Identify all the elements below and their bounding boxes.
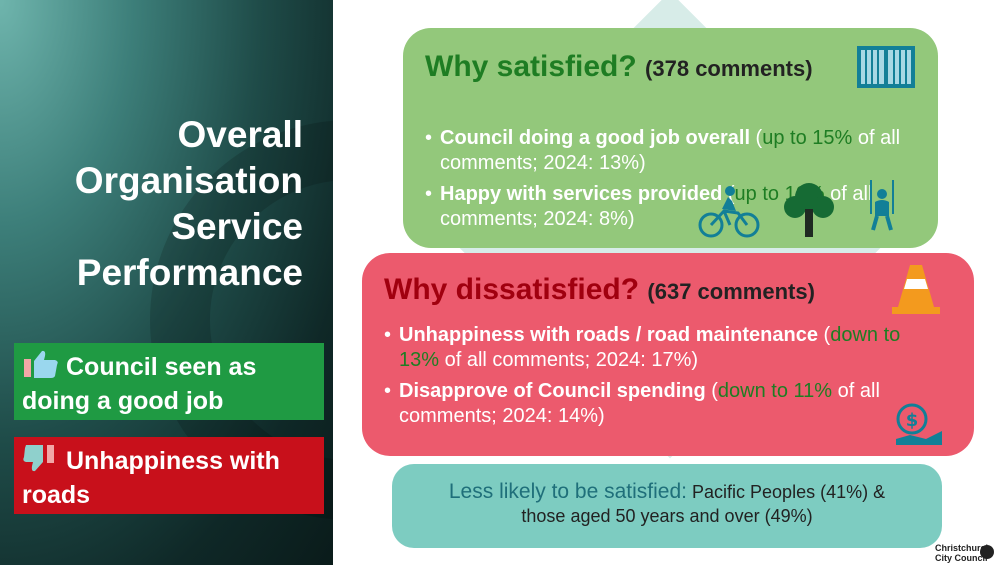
dissatisfied-list: Unhappiness with roads / road maintenanc… xyxy=(384,323,944,435)
book-icon xyxy=(857,46,915,88)
less-likely-text2: those aged 50 years and over (49%) xyxy=(521,506,813,526)
item-paren: ( xyxy=(817,324,831,346)
item-highlight: down to 11% xyxy=(717,380,833,402)
item-highlight: up to 15% xyxy=(762,127,853,149)
list-item: Disapprove of Council spending (down to … xyxy=(384,379,944,429)
cyclist-icon xyxy=(698,186,760,238)
item-rest: of all comments; 2024: 8%) xyxy=(440,183,873,230)
traffic-cone-icon xyxy=(892,265,940,314)
satisfied-box: Why satisfied? (378 comments) Council do… xyxy=(403,28,938,248)
tree-icon xyxy=(784,183,834,237)
thumbs-down-icon xyxy=(23,445,54,472)
dissatisfied-heading: Why dissatisfied? (637 comments) xyxy=(384,273,815,307)
list-item: Happy with services provided (up to 10% … xyxy=(425,182,920,232)
legend-good-job: Council seen as doing a good job xyxy=(14,343,324,420)
item-rest: of all comments; 2024: 17%) xyxy=(439,349,699,371)
item-label: Council doing a good job overall xyxy=(440,127,750,149)
item-label: Unhappiness with roads / road maintenanc… xyxy=(399,324,818,346)
item-paren: ( xyxy=(705,380,718,402)
legend-good-label: Council seen as doing a good job xyxy=(22,353,257,415)
svg-text:$: $ xyxy=(906,410,919,431)
less-likely-box: Less likely to be satisfied: Pacific Peo… xyxy=(392,464,942,548)
page-title: Overall Organisation Service Performance xyxy=(23,112,303,296)
logo-line2: City Council xyxy=(935,553,988,563)
satisfied-title: Why satisfied? xyxy=(425,50,637,83)
legend-roads: Unhappiness with roads xyxy=(14,437,324,514)
list-item: Unhappiness with roads / road maintenanc… xyxy=(384,323,944,373)
item-label: Happy with services provided xyxy=(440,183,723,205)
title-line: Overall xyxy=(177,114,303,155)
title-line: Service xyxy=(171,206,303,247)
satisfied-list: Council doing a good job overall (up to … xyxy=(425,126,920,238)
list-item: Council doing a good job overall (up to … xyxy=(425,126,920,176)
council-logo: Christchurch City Council xyxy=(935,543,994,563)
item-highlight: down to 13% xyxy=(399,324,901,371)
item-label: Disapprove of Council spending xyxy=(399,380,706,402)
money-hand-icon: $ xyxy=(896,403,942,445)
logo-line1: Christchurch xyxy=(935,543,992,553)
swing-child-icon xyxy=(870,180,894,231)
satisfied-count: (378 comments) xyxy=(645,56,813,81)
less-likely-text1: Pacific Peoples (41%) & xyxy=(692,482,886,502)
dissatisfied-title: Why dissatisfied? xyxy=(384,273,640,306)
item-rest: of all comments; 2024: 14%) xyxy=(399,380,880,427)
council-logo-mark xyxy=(980,545,994,559)
satisfied-heading: Why satisfied? (378 comments) xyxy=(425,50,813,84)
item-rest: of all comments; 2024: 13%) xyxy=(440,127,901,174)
thumbs-up-icon xyxy=(24,350,58,378)
dissatisfied-count: (637 comments) xyxy=(647,279,815,304)
item-paren: ( xyxy=(750,127,763,149)
title-line: Organisation xyxy=(74,160,303,201)
dissatisfied-box: Why dissatisfied? (637 comments) Unhappi… xyxy=(362,253,974,456)
less-likely-line1: Less likely to be satisfied: Pacific Peo… xyxy=(392,480,942,504)
less-likely-lead: Less likely to be satisfied: xyxy=(448,480,687,503)
legend-roads-label: Unhappiness with roads xyxy=(22,447,280,509)
title-line: Performance xyxy=(76,252,303,293)
